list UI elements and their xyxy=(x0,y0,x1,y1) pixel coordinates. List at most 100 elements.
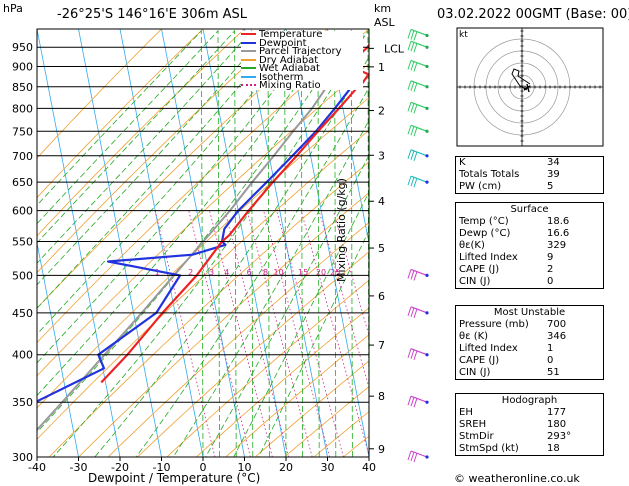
wind-barb-flag xyxy=(407,348,412,358)
wind-barb-dot xyxy=(425,85,429,89)
x-axis-label: Dewpoint / Temperature (°C) xyxy=(88,471,261,485)
legend-item: Isotherm xyxy=(241,71,304,83)
wind-barb-dot xyxy=(425,400,429,404)
dry-adiabat-line xyxy=(37,29,162,159)
mixing-ratio-axis-label: Mixing Ratio (g/kg) xyxy=(335,178,348,282)
isotherm-line xyxy=(119,29,204,457)
mixing-ratio-label: 8 xyxy=(263,268,268,277)
wind-barb-dot xyxy=(425,273,429,278)
wind-barb-flag xyxy=(407,125,412,135)
wind-barb-flag xyxy=(410,103,415,113)
km-tick-label: 1 xyxy=(378,61,385,74)
x-tick-label: 10 xyxy=(238,461,252,474)
wind-barb-flag xyxy=(410,81,415,91)
wind-barb-flag xyxy=(413,177,418,188)
mixing-ratio-label: 2 xyxy=(188,268,193,277)
most-unstable-title: Most Unstable xyxy=(493,307,566,318)
surface-row: Temp (°C) 18.6 xyxy=(459,216,570,227)
datetime-title: 03.02.2022 00GMT (Base: 00) xyxy=(437,7,629,22)
legend-item: Dry Adiabat xyxy=(241,54,319,66)
pressure-tick-label: 750 xyxy=(12,125,33,138)
most-unstable-row: CIN (J) 51 xyxy=(459,367,560,378)
wet-adiabat-line xyxy=(135,86,369,457)
wind-barb-flag xyxy=(410,307,415,318)
wind-barb-dot xyxy=(425,106,429,110)
indices-table: K 34 Totals Totals 39 PW (cm) 5 xyxy=(455,156,604,194)
mixing-ratio-line xyxy=(263,210,331,457)
wind-barb-flag xyxy=(413,62,418,72)
mixing-ratio-label: 10 xyxy=(274,268,284,277)
copyright-text[interactable]: © weatheronline.co.uk xyxy=(454,472,580,485)
wind-barb-flag xyxy=(410,176,415,187)
legend-swatch xyxy=(241,33,256,35)
storm-motion-marker xyxy=(523,83,531,93)
legend-label: Parcel Trajectory xyxy=(259,46,342,57)
mixing-ratio-line xyxy=(224,210,289,457)
pressure-tick-label: 700 xyxy=(12,150,33,163)
mixing-ratio-line xyxy=(332,210,369,338)
legend-swatch xyxy=(241,84,256,86)
wind-barb-flag xyxy=(407,60,412,70)
surface-title: Surface xyxy=(510,204,549,215)
mixing-ratio-label: 20 xyxy=(316,268,326,277)
most-unstable-row: Pressure (mb) 700 xyxy=(459,319,567,330)
km-tick-label: 2 xyxy=(378,105,385,118)
wind-barb-flag xyxy=(410,61,415,71)
legend-label: Dewpoint xyxy=(259,37,307,49)
wet-adiabat-line xyxy=(37,29,270,457)
dry-adiabat-line xyxy=(107,222,369,457)
dry-adiabat-line xyxy=(37,29,287,274)
wind-barb-flag xyxy=(407,269,412,279)
hodograph-unit: kt xyxy=(459,30,468,40)
hodograph-trace xyxy=(511,68,531,91)
surface-row: Lifted Index 9 xyxy=(459,252,554,263)
isotherm-line xyxy=(78,29,162,457)
legend-label: Mixing Ratio xyxy=(259,80,321,91)
x-tick-label: -30 xyxy=(70,461,88,474)
legend-label: Dry Adiabat xyxy=(259,54,319,66)
wind-barb-flag xyxy=(413,43,418,53)
surface-row: CAPE (J) 2 xyxy=(459,264,554,275)
mixing-ratio-label: 1 xyxy=(155,268,160,277)
x-tick-label: -20 xyxy=(111,461,129,474)
parcel-trajectory-line xyxy=(37,34,365,432)
km-tick-label: 3 xyxy=(378,149,385,162)
mixing-ratio-line xyxy=(246,210,313,457)
wind-barb-flag xyxy=(410,42,415,52)
dry-adiabat-line xyxy=(137,251,369,457)
km-tick-label: LCL xyxy=(384,42,405,55)
km-tick-label: 6 xyxy=(378,290,385,303)
legend-label: Isotherm xyxy=(259,71,304,83)
legend-item: Temperature xyxy=(241,30,322,40)
pressure-tick-label: 650 xyxy=(12,176,33,189)
isotherm-line xyxy=(244,29,328,457)
km-tick-label: 4 xyxy=(378,195,385,208)
isotherm-line xyxy=(37,29,121,457)
wind-barb-flag xyxy=(413,398,418,408)
mixing-ratio-line xyxy=(318,210,369,390)
most-unstable-table: Most Unstable Pressure (mb) 700 θε (K) 346… xyxy=(455,305,604,380)
hodograph-title: Hodograph xyxy=(501,395,558,406)
most-unstable-row: Lifted Index 1 xyxy=(459,343,554,354)
legend-item: Dewpoint xyxy=(241,37,307,49)
wind-barb-dot xyxy=(425,311,429,315)
wind-barb-flag xyxy=(410,349,415,359)
wind-barb-dot xyxy=(425,45,429,49)
wind-barb-flag xyxy=(407,80,412,90)
wind-barb-flag xyxy=(410,150,415,160)
surface-row: CIN (J) 0 xyxy=(459,276,554,287)
wet-adiabat-line xyxy=(37,29,287,457)
wind-barb-flag xyxy=(413,82,418,92)
pressure-tick-label: 350 xyxy=(12,396,33,409)
pressure-tick-label: 450 xyxy=(12,307,33,320)
pressure-tick-label: 950 xyxy=(12,41,33,54)
km-label: km xyxy=(374,2,392,15)
wind-barb-flag xyxy=(410,126,415,136)
km-tick-label: 7 xyxy=(378,339,385,352)
hodograph-table: Hodograph EH 177 SREH 180 StmDir 293° StmSp… xyxy=(455,393,604,456)
mixing-ratio-label: 4 xyxy=(224,268,229,277)
dewpoint-line xyxy=(37,34,361,403)
wind-barb-flag xyxy=(407,306,412,317)
km-tick-label: 9 xyxy=(378,443,385,456)
wind-barb-flag xyxy=(413,31,418,41)
